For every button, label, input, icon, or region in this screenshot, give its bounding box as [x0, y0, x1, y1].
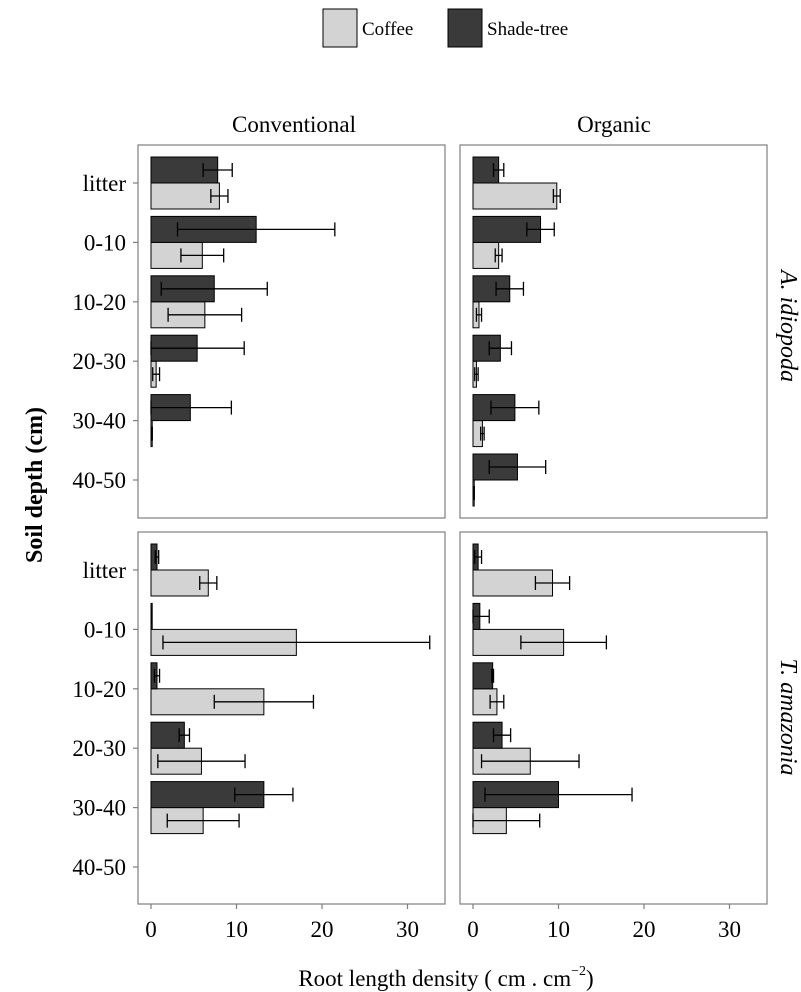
- x-axis-title-main: Root length density ( cm . cm: [298, 966, 571, 991]
- x-tick-label-organic-0: 0: [467, 917, 479, 942]
- y-tick-label-a-idiopoda-20-30: 20-30: [72, 349, 126, 374]
- x-tick-label-conventional-10: 10: [225, 917, 248, 942]
- legend: Coffee Shade-tree: [322, 8, 568, 48]
- x-axis-title: Root length density ( cm . cm−2): [298, 964, 593, 991]
- legend-swatch-shade-tree: [447, 8, 483, 48]
- column-label-organic: Organic: [577, 112, 651, 137]
- y-tick-label-t-amazonia-30-40: 30-40: [72, 796, 126, 821]
- y-tick-label-a-idiopoda-litter: litter: [83, 171, 127, 196]
- y-tick-label-t-amazonia-litter: litter: [83, 558, 127, 583]
- y-tick-label-a-idiopoda-0-10: 0-10: [84, 230, 126, 255]
- bar-organic-a-idiopoda-coffee-litter: [472, 182, 558, 210]
- panel-frame-conventional-a-idiopoda: [137, 144, 446, 519]
- legend-swatch-coffee: [322, 8, 358, 48]
- y-tick-label-t-amazonia-20-30: 20-30: [72, 736, 126, 761]
- legend-label-coffee: Coffee: [362, 19, 413, 40]
- x-tick-label-organic-20: 20: [633, 917, 656, 942]
- y-tick-label-a-idiopoda-10-20: 10-20: [72, 290, 126, 315]
- bar-conventional-a-idiopoda-coffee-litter: [150, 182, 220, 210]
- x-tick-label-conventional-20: 20: [311, 917, 334, 942]
- x-axis-title-end: ): [586, 966, 594, 991]
- y-axis-title: Soil depth (cm): [22, 407, 48, 563]
- x-axis-title-sup: −2: [571, 964, 586, 979]
- x-tick-label-conventional-0: 0: [145, 917, 157, 942]
- y-tick-label-t-amazonia-40-50: 40-50: [72, 855, 126, 880]
- y-tick-label-t-amazonia-10-20: 10-20: [72, 677, 126, 702]
- x-tick-label-organic-10: 10: [547, 917, 570, 942]
- row-label-t-amazonia: T. amazonia: [775, 659, 801, 776]
- bar-organic-t-amazonia-shade-tree-10-20: [472, 662, 494, 690]
- y-tick-label-a-idiopoda-40-50: 40-50: [72, 468, 126, 493]
- x-tick-label-organic-30: 30: [718, 917, 741, 942]
- legend-label-shade-tree: Shade-tree: [487, 19, 568, 40]
- row-label-a-idiopoda: A. idiopoda: [775, 268, 801, 382]
- x-tick-label-conventional-30: 30: [396, 917, 419, 942]
- chart-marks: litter 0-10 10-20 20-30 30-40 40-50 litter 0-10…: [72, 156, 741, 942]
- panel-frame-organic-a-idiopoda: [459, 144, 768, 519]
- y-tick-label-t-amazonia-0-10: 0-10: [84, 617, 126, 642]
- panel-frame-organic-t-amazonia: [459, 531, 768, 905]
- column-label-conventional: Conventional: [232, 112, 356, 137]
- bar-conventional-t-amazonia-coffee-litter: [150, 569, 209, 597]
- y-tick-label-a-idiopoda-30-40: 30-40: [72, 409, 126, 434]
- panel-frame-conventional-t-amazonia: [137, 531, 446, 905]
